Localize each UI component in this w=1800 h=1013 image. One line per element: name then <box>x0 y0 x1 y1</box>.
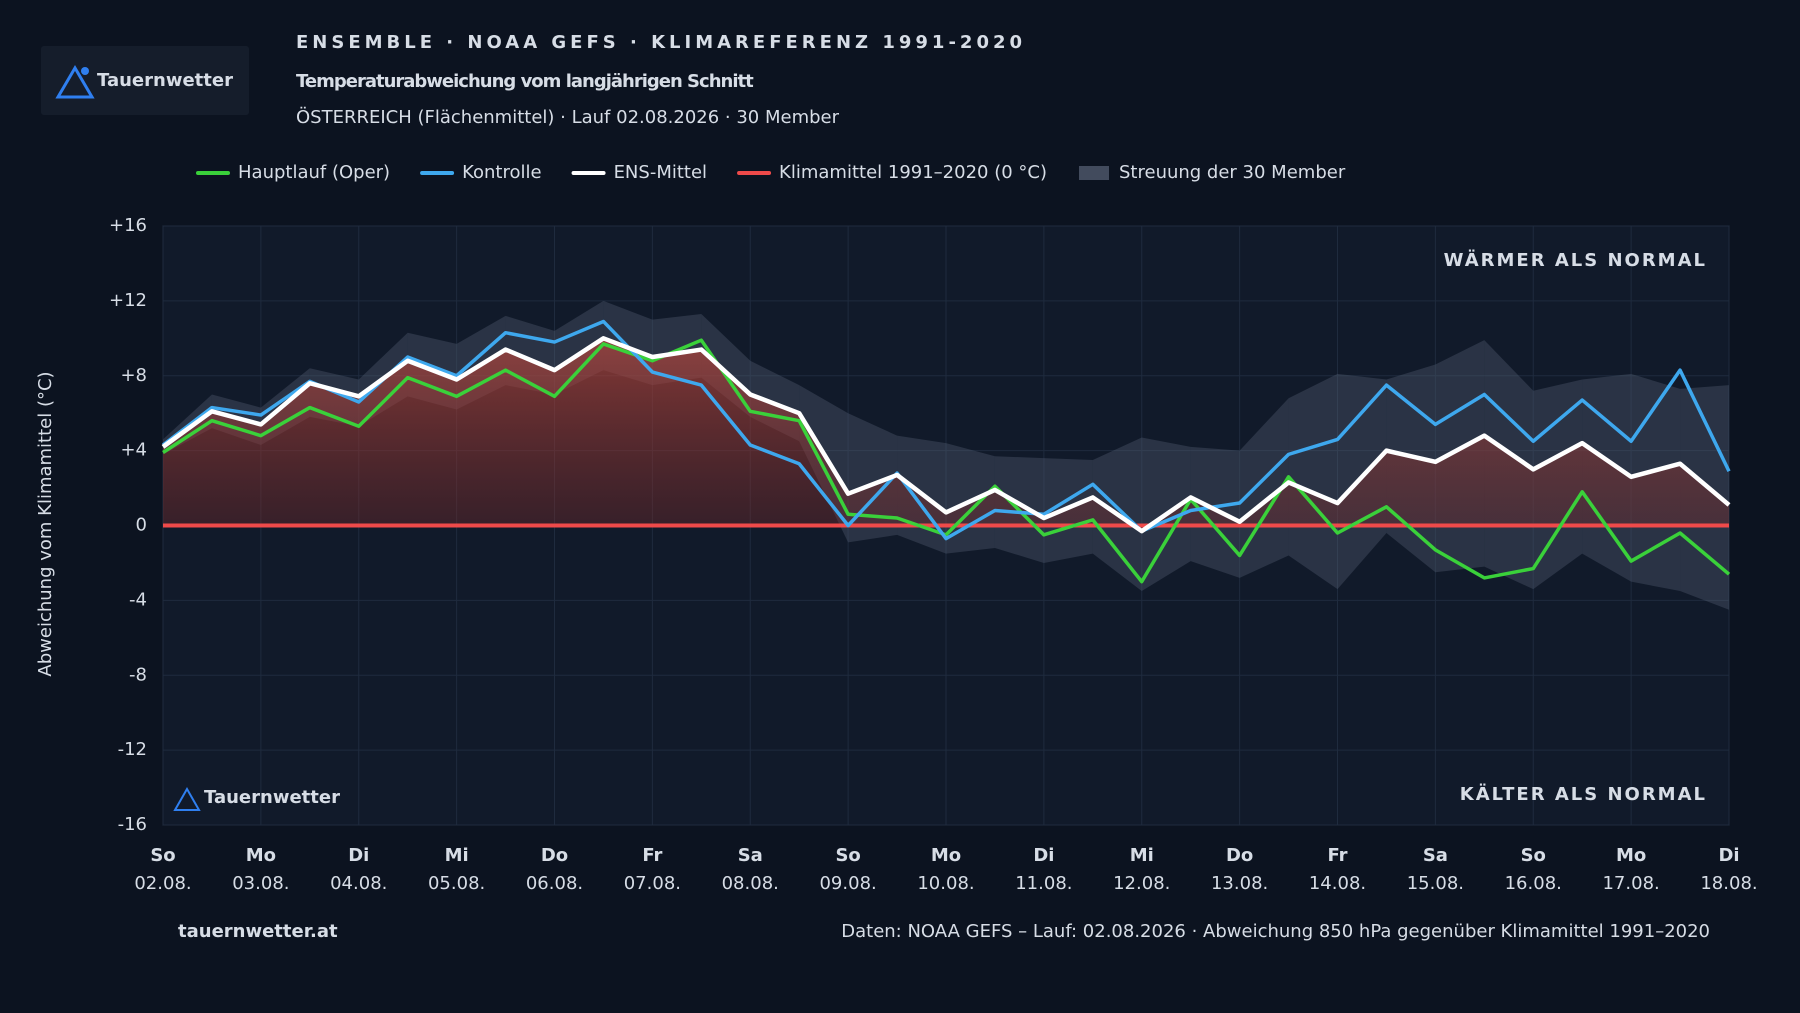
x-tick-weekday: Mo <box>1616 845 1646 866</box>
logo-dot <box>81 67 89 75</box>
x-tick-date: 02.08. <box>134 873 191 894</box>
watermark: Tauernwetter <box>204 787 340 808</box>
x-tick-weekday: Di <box>348 845 369 866</box>
x-tick-weekday: Fr <box>1327 845 1347 866</box>
x-tick-weekday: Mi <box>445 845 469 866</box>
x-tick-date: 07.08. <box>624 873 681 894</box>
y-tick-label: -16 <box>118 814 147 835</box>
x-tick-weekday: Di <box>1718 845 1739 866</box>
y-tick-label: 0 <box>136 515 147 536</box>
kicker: ENSEMBLE · NOAA GEFS · KLIMAREFERENZ 199… <box>296 32 1026 53</box>
y-tick-label: +12 <box>109 290 147 311</box>
x-tick-date: 11.08. <box>1015 873 1072 894</box>
x-tick-weekday: Mo <box>246 845 276 866</box>
x-tick-weekday: Do <box>1226 845 1253 866</box>
subtitle: ÖSTERREICH (Flächenmittel) · Lauf 02.08.… <box>296 106 840 128</box>
annotation-warm: WÄRMER ALS NORMAL <box>1444 249 1707 271</box>
x-tick-date: 04.08. <box>330 873 387 894</box>
y-tick-label: +16 <box>109 215 147 236</box>
x-tick-date: 09.08. <box>819 873 876 894</box>
series-line <box>162 338 1731 584</box>
series-line <box>161 319 1731 541</box>
footer-source: Daten: NOAA GEFS – Lauf: 02.08.2026 · Ab… <box>841 921 1710 942</box>
x-tick-date: 10.08. <box>917 873 974 894</box>
x-tick-weekday: Do <box>541 845 568 866</box>
x-tick-date: 03.08. <box>232 873 289 894</box>
x-tick-date: 16.08. <box>1505 873 1562 894</box>
x-tick-weekday: So <box>1521 845 1546 866</box>
x-tick-weekday: Fr <box>642 845 662 866</box>
logo-text: Tauernwetter <box>97 70 233 91</box>
y-tick-label: -4 <box>129 589 147 610</box>
legend-swatch <box>1079 166 1109 180</box>
legend-label: Kontrolle <box>462 162 541 183</box>
y-tick-label: -8 <box>129 664 147 685</box>
x-tick-date: 14.08. <box>1309 873 1366 894</box>
footer-site: tauernwetter.at <box>178 921 338 942</box>
y-tick-label: +8 <box>120 365 147 386</box>
legend-label: ENS-Mittel <box>614 162 707 183</box>
x-tick-date: 12.08. <box>1113 873 1170 894</box>
legend-label: Klimamittel 1991–2020 (0 °C) <box>779 162 1047 183</box>
legend-label: Streuung der 30 Member <box>1119 162 1346 183</box>
logo-icon <box>55 65 95 99</box>
x-tick-date: 13.08. <box>1211 873 1268 894</box>
annotation-cold: KÄLTER ALS NORMAL <box>1460 783 1707 805</box>
watermark-icon <box>173 786 201 811</box>
legend-label: Hauptlauf (Oper) <box>238 162 390 183</box>
mean-area <box>163 338 1729 532</box>
x-tick-date: 17.08. <box>1602 873 1659 894</box>
series-line <box>161 336 1731 534</box>
x-tick-weekday: Di <box>1033 845 1054 866</box>
x-tick-date: 05.08. <box>428 873 485 894</box>
x-tick-weekday: Sa <box>738 845 763 866</box>
x-tick-weekday: So <box>150 845 175 866</box>
x-tick-date: 15.08. <box>1407 873 1464 894</box>
x-tick-date: 18.08. <box>1700 873 1757 894</box>
chart-title: Temperaturabweichung vom langjährigen Sc… <box>296 71 754 92</box>
x-tick-date: 06.08. <box>526 873 583 894</box>
spread-band <box>1288 373 1338 590</box>
y-tick-label: +4 <box>120 440 147 461</box>
x-tick-weekday: Mo <box>931 845 961 866</box>
y-axis-label: Abweichung vom Klimamittel (°C) <box>35 371 56 676</box>
x-tick-weekday: Sa <box>1423 845 1448 866</box>
x-tick-weekday: So <box>835 845 860 866</box>
x-tick-date: 08.08. <box>722 873 779 894</box>
x-tick-weekday: Mi <box>1130 845 1154 866</box>
y-tick-label: -12 <box>118 739 147 760</box>
